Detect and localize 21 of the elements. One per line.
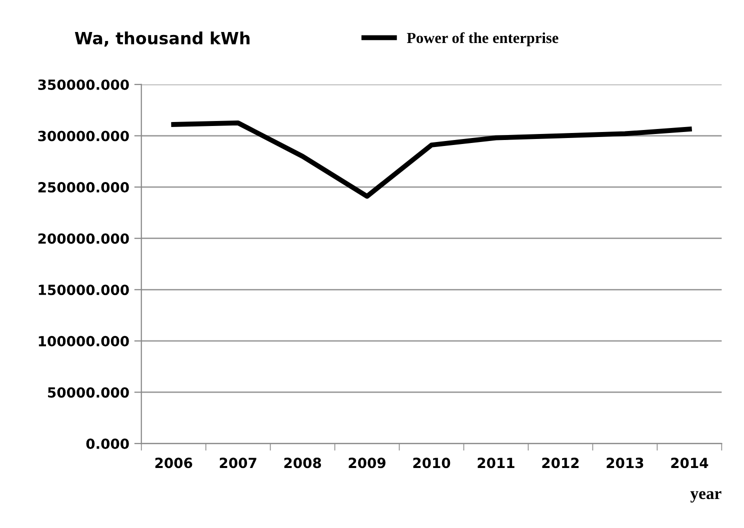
x-axis-title: year	[690, 491, 722, 503]
y-tick-label: 0.000	[86, 438, 129, 449]
y-tick-label: 300000.000	[38, 130, 129, 142]
y-tick-label: 250000.000	[38, 182, 129, 193]
x-tick-label: 2009	[348, 458, 386, 468]
x-tick-label: 2014	[671, 458, 708, 468]
y-axis-title: Wa, thousand kWh	[74, 32, 250, 47]
y-tick-label: 350000.000	[38, 79, 129, 90]
x-tick-label: 2011	[478, 458, 514, 468]
x-tick-label: 2006	[155, 458, 192, 468]
x-tick-label: 2010	[413, 458, 450, 468]
x-tick-label: 2013	[606, 458, 644, 468]
y-tick-label: 150000.000	[38, 284, 129, 296]
y-tick-label: 100000.000	[38, 336, 129, 346]
y-tick-label: 50000.000	[48, 387, 129, 398]
line-series	[171, 120, 692, 199]
x-tick-label: 2012	[542, 458, 579, 468]
legend-label: Power of the enterprise	[406, 32, 558, 46]
y-tick-label: 200000.000	[38, 233, 129, 244]
x-tick-label: 2007	[220, 458, 256, 468]
x-tick-label: 2008	[284, 458, 322, 468]
